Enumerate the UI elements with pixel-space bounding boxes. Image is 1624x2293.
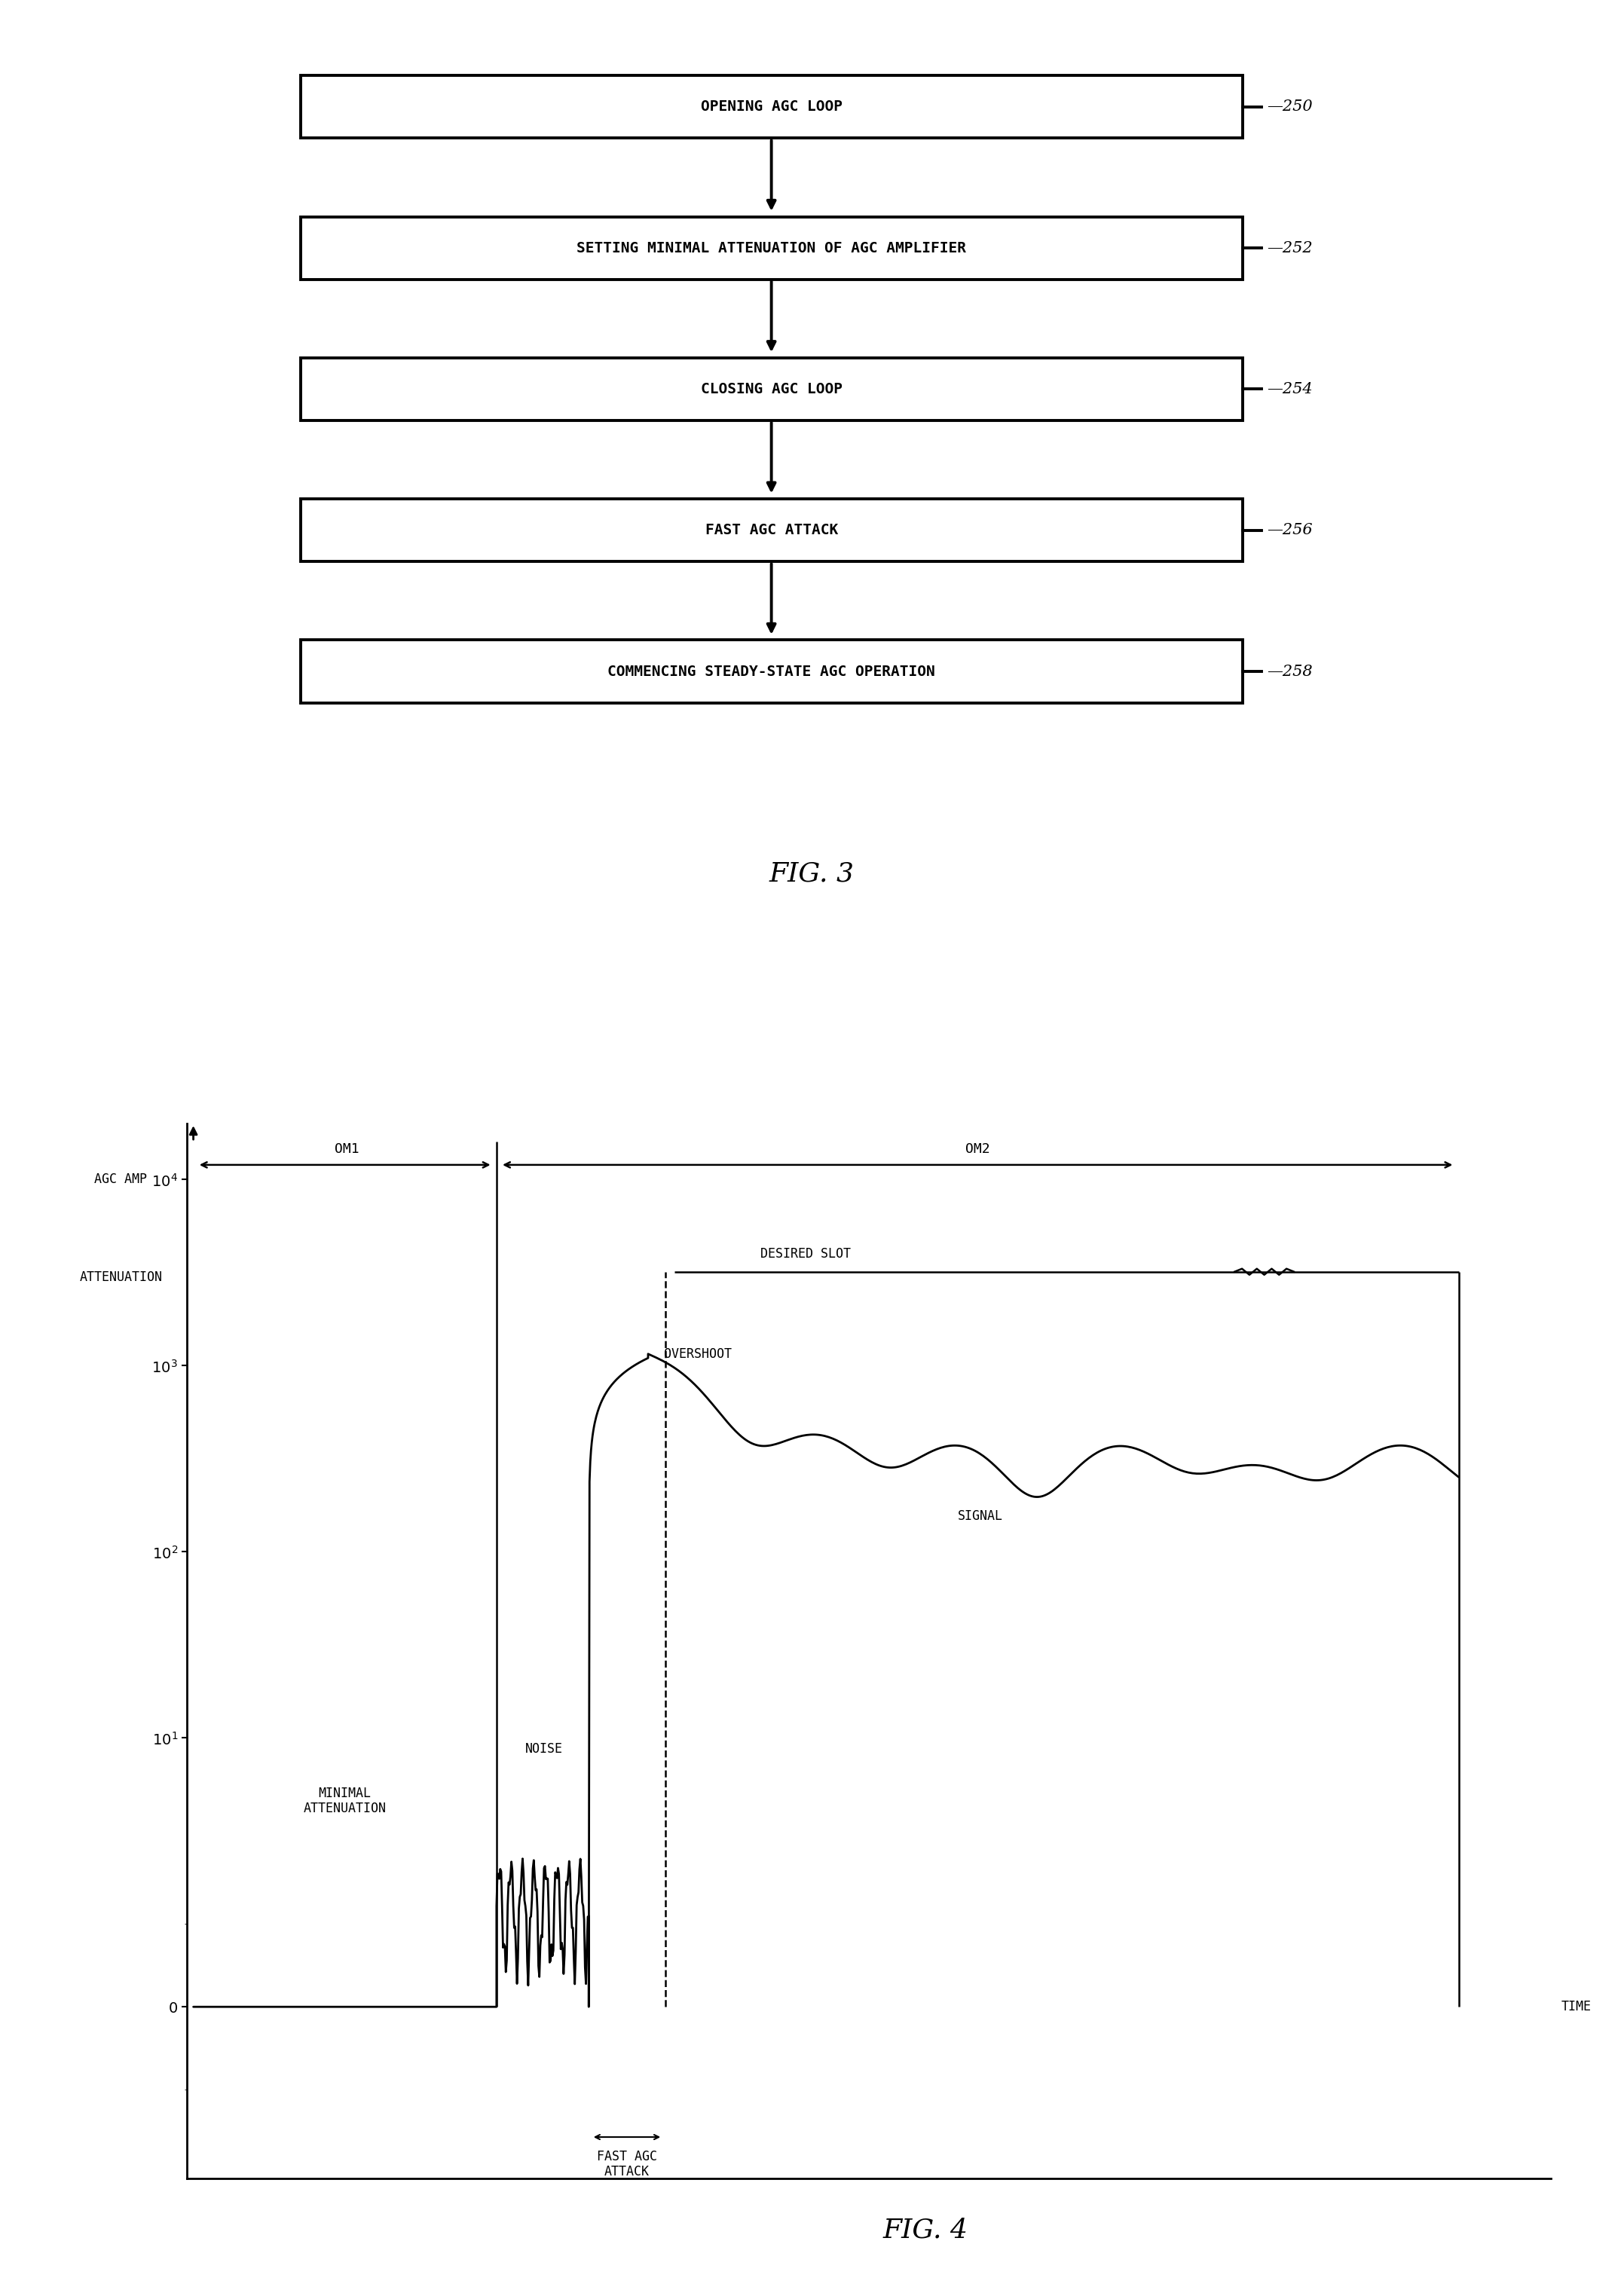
- Bar: [300, 500, 1242, 562]
- Text: COMMENCING STEADY-STATE AGC OPERATION: COMMENCING STEADY-STATE AGC OPERATION: [607, 665, 935, 679]
- Text: DESIRED SLOT: DESIRED SLOT: [760, 1247, 851, 1261]
- Text: FAST AGC
ATTACK: FAST AGC ATTACK: [598, 2149, 658, 2178]
- Text: AGC AMP: AGC AMP: [94, 1172, 148, 1185]
- Text: ATTENUATION: ATTENUATION: [80, 1270, 162, 1284]
- Text: —250: —250: [1267, 99, 1312, 115]
- Text: —252: —252: [1267, 241, 1312, 255]
- Text: —258: —258: [1267, 665, 1312, 679]
- Text: TIME: TIME: [1561, 1999, 1592, 2013]
- Text: NOISE: NOISE: [526, 1743, 564, 1756]
- Text: FAST AGC ATTACK: FAST AGC ATTACK: [705, 523, 838, 537]
- Text: SIGNAL: SIGNAL: [958, 1509, 1004, 1523]
- Text: OM1: OM1: [335, 1142, 359, 1156]
- Text: OVERSHOOT: OVERSHOOT: [664, 1348, 732, 1360]
- Text: OPENING AGC LOOP: OPENING AGC LOOP: [700, 99, 843, 115]
- Bar: [300, 76, 1242, 138]
- Text: CLOSING AGC LOOP: CLOSING AGC LOOP: [700, 383, 843, 397]
- Text: FIG. 3: FIG. 3: [770, 860, 854, 887]
- Text: OM2: OM2: [965, 1142, 991, 1156]
- Bar: [300, 216, 1242, 280]
- Text: FIG. 4: FIG. 4: [883, 2217, 968, 2243]
- Bar: [300, 640, 1242, 704]
- Bar: [300, 358, 1242, 420]
- Text: —254: —254: [1267, 383, 1312, 397]
- Text: SETTING MINIMAL ATTENUATION OF AGC AMPLIFIER: SETTING MINIMAL ATTENUATION OF AGC AMPLI…: [577, 241, 966, 255]
- Text: MINIMAL
ATTENUATION: MINIMAL ATTENUATION: [304, 1786, 387, 1816]
- Text: —256: —256: [1267, 523, 1312, 537]
